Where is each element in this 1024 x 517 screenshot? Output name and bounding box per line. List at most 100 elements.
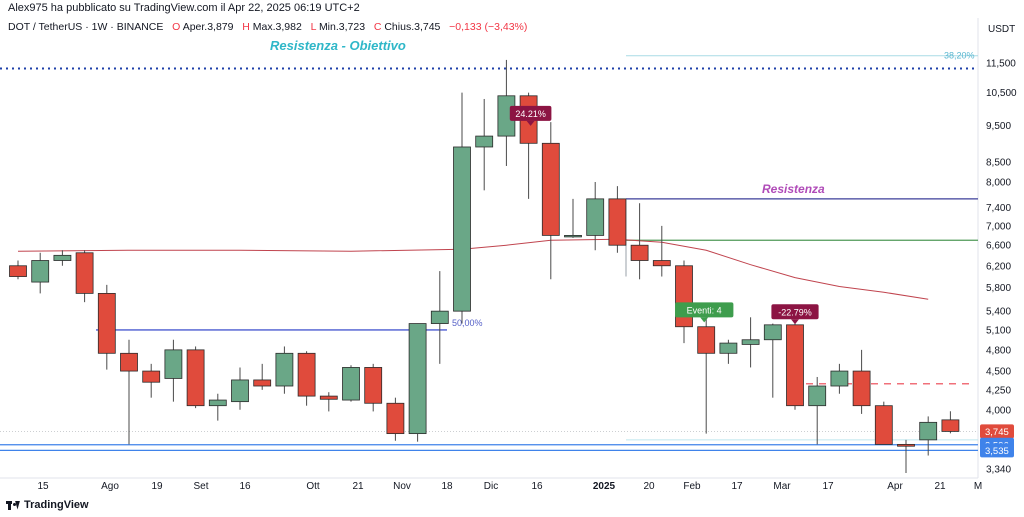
candle-body	[453, 146, 471, 312]
callout-down-label: -22.79%	[778, 307, 812, 317]
x-tick-label: 21	[352, 481, 364, 492]
candle-body	[53, 254, 72, 261]
callout-events-pointer	[700, 317, 709, 323]
candle-body	[630, 244, 649, 261]
target-title: Resistenza - Obiettivo	[270, 38, 406, 53]
candle-body	[231, 379, 249, 403]
x-tick-label: Mar	[773, 481, 791, 492]
candle-body	[652, 260, 671, 267]
candle-body	[941, 419, 960, 432]
y-tick-label: 8,000	[986, 178, 1011, 189]
callout-down-box	[771, 304, 819, 320]
legend-open: Aper.3,879	[182, 21, 234, 33]
moving-average-line	[17, 238, 929, 300]
candle-body	[9, 265, 27, 277]
candle-body	[697, 326, 716, 354]
y-tick-label: 4,500	[986, 367, 1011, 378]
candle-body	[364, 367, 383, 404]
x-tick-label: 17	[731, 481, 743, 492]
candle-body	[675, 265, 693, 328]
callout-down-pointer	[791, 319, 799, 325]
y-tick-label: 7,400	[986, 203, 1011, 214]
x-tick-label: 17	[822, 481, 834, 492]
x-tick-label: 16	[531, 481, 543, 492]
x-tick-label: Nov	[393, 481, 411, 492]
legend-low: Min.3,723	[318, 21, 366, 33]
candle-body	[741, 339, 760, 345]
candle-body	[342, 367, 360, 401]
y-tick-label: 5,800	[986, 283, 1011, 294]
y-tick-label: 3,340	[986, 465, 1011, 476]
callout-up-pointer	[526, 120, 535, 126]
x-tick-label: M	[974, 481, 982, 492]
y-tick-label: 5,400	[986, 307, 1011, 318]
legend-high: Max.3,982	[252, 21, 302, 33]
candle-body	[97, 292, 116, 354]
candle-body	[208, 399, 227, 407]
y-tick-label: 4,800	[986, 345, 1011, 356]
candle-body	[142, 370, 161, 383]
candle-body	[608, 198, 627, 246]
callout-events-label: Eventi: 4	[687, 305, 722, 315]
legend-close-label: C	[373, 21, 382, 33]
candle-body	[186, 349, 205, 407]
x-tick-label: Feb	[683, 481, 701, 492]
candle-body	[386, 402, 405, 435]
candle-body	[564, 235, 582, 238]
price-label: 3,745	[985, 427, 1009, 438]
candle-body	[408, 323, 427, 435]
x-tick-label: Dic	[484, 481, 498, 492]
candle-body	[75, 252, 94, 294]
callout-events-box	[675, 302, 734, 318]
resistance-title: Resistenza	[762, 182, 825, 196]
fib-50-label: 50,00%	[452, 318, 483, 328]
legend-high-label: H	[242, 21, 250, 33]
candle-body	[120, 352, 138, 372]
candle-body	[830, 370, 849, 387]
symbol-name[interactable]: DOT / TetherUS · 1W · BINANCE	[8, 21, 164, 33]
x-tick-label: Apr	[887, 481, 903, 492]
candle-body	[763, 324, 782, 341]
publisher-caption: Alex975 ha pubblicato su TradingView.com…	[8, 2, 360, 14]
x-tick-label: Ott	[306, 481, 320, 492]
callout-up-box	[509, 105, 552, 121]
candle-body	[31, 260, 50, 283]
x-tick-label: 21	[934, 481, 946, 492]
x-tick-label: 16	[239, 481, 251, 492]
tradingview-logo-icon	[6, 500, 20, 510]
candle-body	[319, 395, 338, 400]
legend-change: −0,133 (−3,43%)	[449, 21, 528, 33]
symbol-legend: DOT / TetherUS · 1W · BINANCE O Aper.3,8…	[8, 21, 527, 33]
x-tick-label: Ago	[101, 481, 119, 492]
y-tick-label: 5,100	[986, 325, 1011, 336]
y-tick-label: 11,500	[986, 58, 1016, 69]
fib-382-label: 38,20%	[944, 51, 975, 61]
y-tick-label: 6,600	[986, 241, 1011, 252]
y-tick-label: 4,250	[986, 385, 1011, 396]
axis-title: USDT	[988, 24, 1015, 35]
candle-body	[586, 198, 605, 236]
x-tick-label: 15	[37, 481, 49, 492]
candle-body	[430, 310, 449, 324]
callout-up-label: 24.21%	[515, 109, 546, 119]
candle-body	[719, 342, 738, 354]
candle-body	[164, 349, 183, 379]
legend-low-label: L	[310, 21, 317, 33]
footer: TradingView	[6, 499, 89, 511]
tradingview-brand[interactable]: TradingView	[24, 499, 89, 511]
y-tick-label: 7,000	[986, 221, 1011, 232]
price-label-box	[980, 424, 1014, 439]
y-tick-label: 10,500	[986, 88, 1017, 99]
x-tick-label: 18	[441, 481, 453, 492]
candle-body	[852, 370, 871, 407]
candle-body	[253, 379, 272, 387]
candle-body	[275, 352, 294, 387]
x-tick-label: 20	[643, 481, 655, 492]
candle-body	[475, 135, 494, 148]
legend-close: Chius.3,745	[384, 21, 441, 33]
x-tick-label: Set	[193, 481, 208, 492]
candle-body	[297, 352, 316, 397]
legend-open-label: O	[172, 21, 181, 33]
y-tick-label: 4,000	[986, 405, 1011, 416]
